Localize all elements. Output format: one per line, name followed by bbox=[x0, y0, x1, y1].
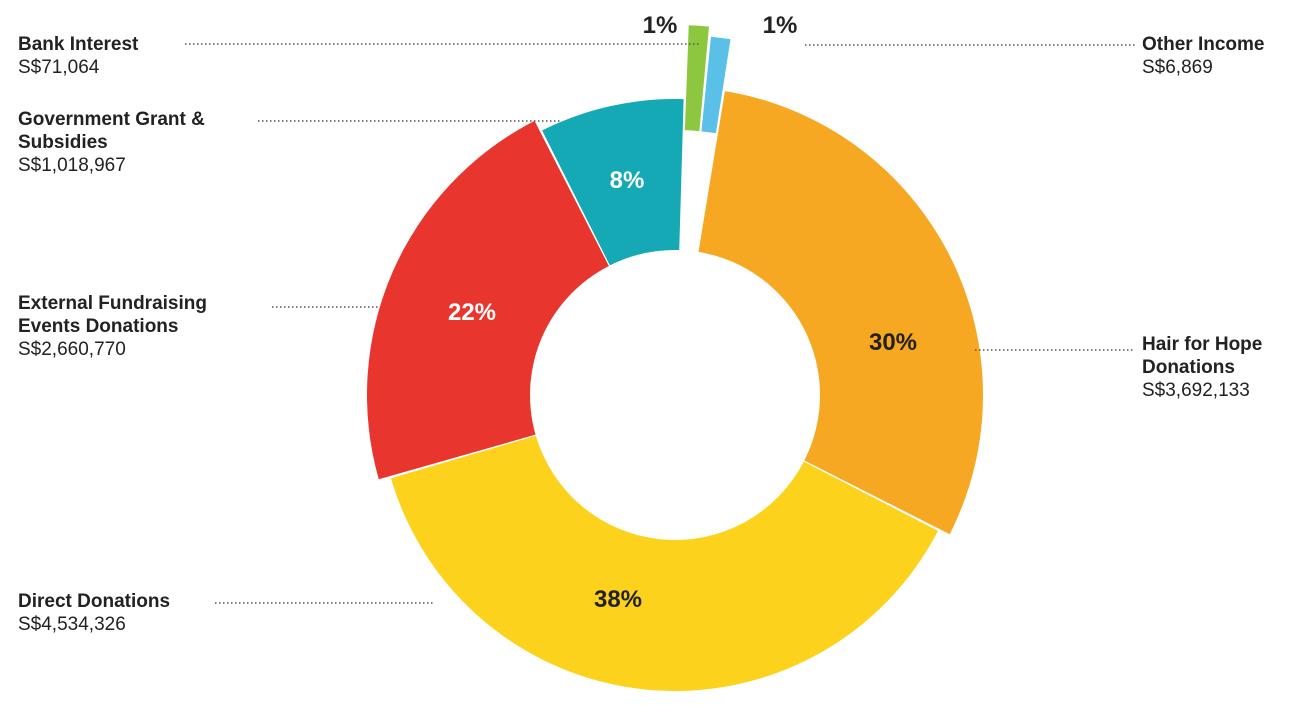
category-name: Government Grant & Subsidies bbox=[18, 109, 205, 153]
category-label: Government Grant & Subsidies S$1,018,967 bbox=[18, 108, 268, 177]
category-name: Direct Donations bbox=[18, 591, 171, 612]
amount-label: S$4,534,326 bbox=[18, 614, 126, 635]
percent-label: 22% bbox=[447, 299, 497, 326]
category-label: Hair for Hope Donations S$3,692,133 bbox=[1142, 333, 1292, 402]
donut-slice bbox=[542, 99, 684, 266]
amount-label: S$2,660,770 bbox=[18, 339, 126, 360]
donut-slice bbox=[366, 120, 609, 480]
donut-slice bbox=[701, 36, 731, 134]
category-label: Other Income S$6,869 bbox=[1142, 33, 1264, 79]
category-label: External Fundraising Events Donations S$2… bbox=[18, 292, 268, 361]
percent-label: 1% bbox=[762, 12, 798, 39]
donut-slice bbox=[698, 91, 983, 535]
percent-label: 8% bbox=[609, 167, 645, 194]
percent-label: 30% bbox=[868, 329, 918, 356]
donut-slice bbox=[390, 435, 938, 692]
amount-label: S$6,869 bbox=[1142, 57, 1213, 78]
amount-label: S$3,692,133 bbox=[1142, 380, 1250, 401]
amount-label: S$71,064 bbox=[18, 57, 100, 78]
amount-label: S$1,018,967 bbox=[18, 155, 126, 176]
donut-slice bbox=[684, 25, 709, 132]
percent-label: 38% bbox=[593, 586, 643, 613]
percent-label: 1% bbox=[642, 12, 678, 39]
category-name: Bank Interest bbox=[18, 34, 139, 55]
category-name: External Fundraising Events Donations bbox=[18, 293, 207, 337]
category-label: Bank Interest S$71,064 bbox=[18, 33, 138, 79]
category-name: Other Income bbox=[1142, 34, 1265, 55]
category-label: Direct Donations S$4,534,326 bbox=[18, 590, 170, 636]
category-name: Hair for Hope Donations bbox=[1142, 334, 1263, 378]
